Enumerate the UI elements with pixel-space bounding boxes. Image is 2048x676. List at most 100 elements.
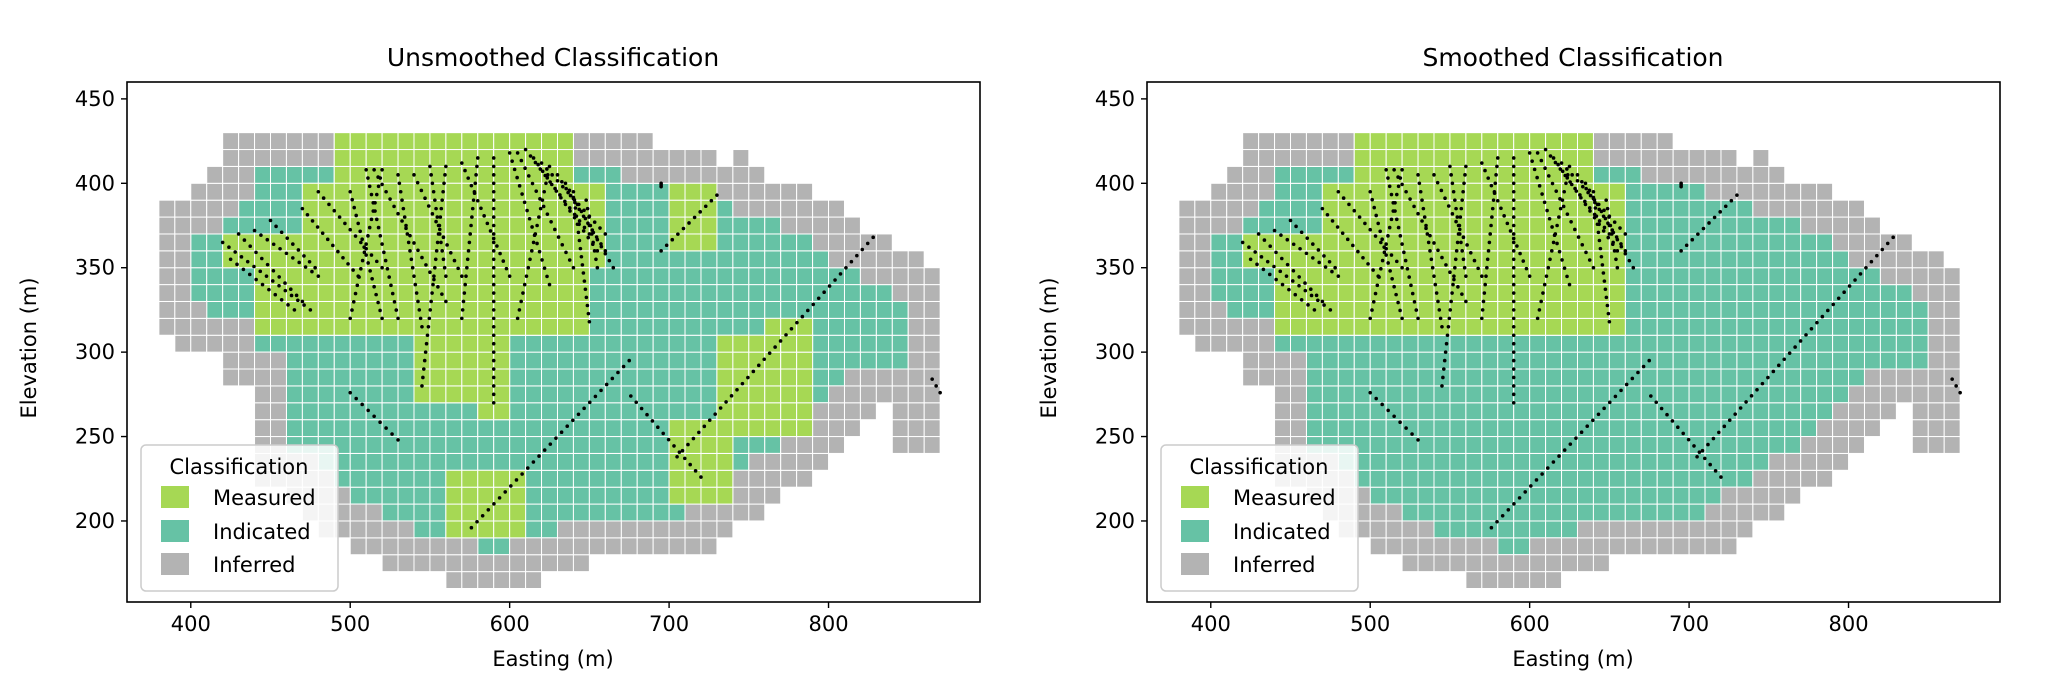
block-measured — [1465, 165, 1483, 184]
block-indicated — [891, 300, 909, 319]
drillhole-sample-point — [634, 400, 639, 405]
drillhole-sample-point — [1599, 209, 1604, 214]
block-indicated — [716, 199, 734, 218]
drillhole-sample-point — [1612, 249, 1617, 253]
drillhole-sample-point — [351, 268, 355, 272]
block-inferred — [190, 182, 208, 201]
block-indicated — [652, 199, 670, 218]
block-inferred — [222, 165, 240, 184]
block-indicated — [1576, 452, 1594, 471]
drillhole-sample-point — [1606, 311, 1611, 316]
block-indicated — [285, 402, 303, 421]
block-indicated — [1449, 351, 1467, 370]
drillhole-sample-point — [1511, 375, 1516, 380]
block-indicated — [206, 233, 224, 252]
smoothed-chart: Smoothed Classification 400 500 600 700 8002… — [1037, 43, 2001, 671]
block-inferred — [158, 250, 176, 269]
drillhole-sample-point — [538, 167, 543, 171]
block-measured — [1369, 317, 1387, 336]
block-indicated — [668, 267, 686, 286]
drillhole-sample-point — [385, 267, 390, 271]
block-indicated — [365, 436, 383, 454]
block-measured — [1608, 267, 1626, 286]
block-measured — [349, 182, 367, 201]
block-measured — [285, 250, 303, 269]
block-inferred — [1832, 436, 1850, 454]
drillhole-sample-point — [1847, 284, 1852, 288]
drillhole-sample-point — [545, 176, 550, 180]
drillhole-sample-point — [1280, 282, 1285, 287]
block-inferred — [1592, 149, 1610, 167]
block-indicated — [1576, 351, 1594, 370]
block-indicated — [700, 300, 718, 319]
block-measured — [525, 300, 543, 319]
block-indicated — [1863, 317, 1881, 336]
drillhole-sample-point — [448, 250, 453, 255]
block-indicated — [1545, 486, 1563, 505]
block-inferred — [1768, 503, 1786, 522]
block-indicated — [796, 267, 814, 286]
drillhole-sample-point — [1434, 291, 1439, 295]
block-measured — [1481, 317, 1499, 336]
block-indicated — [1656, 199, 1674, 218]
block-measured — [1337, 317, 1355, 336]
block-indicated — [1672, 199, 1690, 218]
block-indicated — [1895, 284, 1913, 302]
block-indicated — [684, 368, 702, 387]
block-indicated — [748, 216, 766, 235]
block-inferred — [1545, 537, 1563, 556]
block-indicated — [1672, 250, 1690, 269]
block-measured — [445, 149, 463, 167]
block-indicated — [1816, 233, 1834, 252]
block-inferred — [222, 368, 240, 387]
drillhole-sample-point — [1491, 198, 1496, 202]
block-inferred — [812, 233, 830, 252]
block-measured — [397, 284, 415, 302]
drillhole-sample-point — [382, 250, 386, 255]
block-measured — [1242, 233, 1260, 252]
drillhole-sample-point — [1695, 455, 1699, 459]
block-measured — [1561, 216, 1578, 235]
drillhole-sample-point — [1612, 220, 1617, 224]
block-indicated — [604, 452, 622, 471]
block-measured — [1576, 267, 1594, 286]
block-indicated — [445, 402, 463, 421]
drillhole-sample-point — [1420, 219, 1424, 223]
block-inferred — [1321, 149, 1339, 167]
block-inferred — [206, 317, 224, 336]
block-inferred — [1481, 571, 1499, 589]
block-inferred — [748, 199, 766, 218]
block-indicated — [1736, 436, 1754, 454]
block-inferred — [1943, 351, 1961, 370]
drillhole-sample-point — [1396, 300, 1400, 305]
block-indicated — [1720, 334, 1738, 353]
block-inferred — [1274, 368, 1291, 387]
block-inferred — [636, 132, 654, 151]
drillhole-sample-point — [254, 250, 258, 255]
block-inferred — [1289, 402, 1307, 421]
drillhole-sample-point — [1511, 333, 1516, 338]
block-indicated — [206, 284, 224, 302]
block-indicated — [1720, 368, 1738, 387]
block-inferred — [1592, 554, 1610, 573]
block-indicated — [732, 216, 750, 235]
block-inferred — [1576, 554, 1594, 573]
drillhole-sample-point — [1679, 249, 1683, 253]
block-measured — [668, 199, 686, 218]
block-measured — [1433, 300, 1451, 319]
block-measured — [1497, 284, 1515, 302]
block-measured — [461, 385, 479, 404]
block-measured — [317, 300, 335, 319]
block-indicated — [812, 334, 830, 353]
block-measured — [1529, 132, 1547, 151]
block-inferred — [891, 368, 909, 387]
block-indicated — [1704, 469, 1722, 488]
drillhole-sample-point — [270, 279, 275, 283]
block-indicated — [429, 419, 447, 438]
block-indicated — [429, 469, 447, 488]
block-measured — [238, 250, 256, 269]
drillhole-sample-point — [688, 462, 692, 467]
drillhole-sample-point — [1636, 370, 1640, 375]
block-measured — [1529, 250, 1547, 269]
block-indicated — [1369, 385, 1387, 404]
